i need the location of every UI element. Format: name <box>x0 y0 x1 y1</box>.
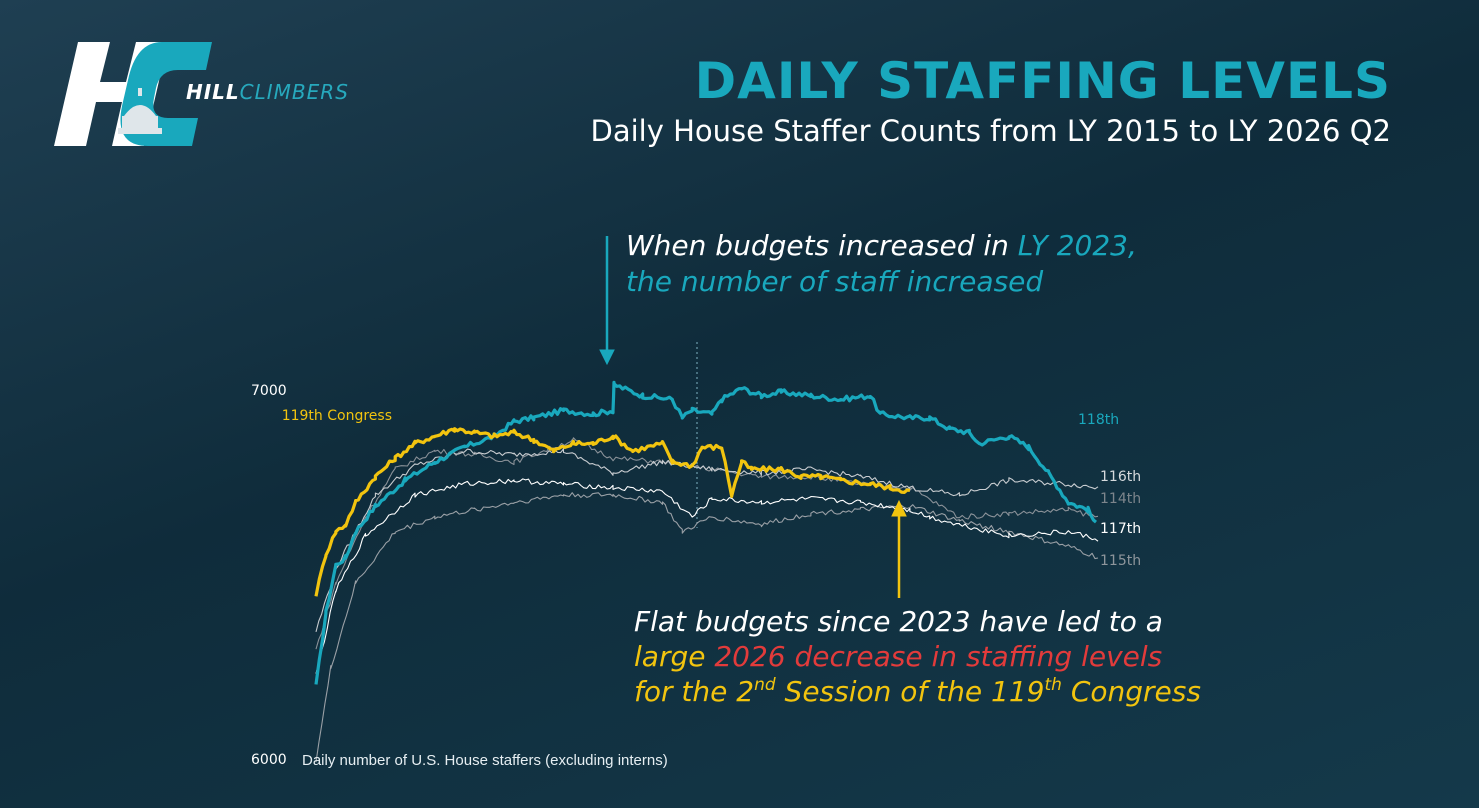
ann-bottom-text-1: Flat budgets since 2023 have led to a <box>634 605 1163 638</box>
series-label-118th: 118th <box>1078 412 1119 428</box>
ann-bottom-text-3c: Congress <box>1061 675 1201 708</box>
series-line-114th <box>315 437 1099 650</box>
y-tick-6000: 6000 <box>251 752 287 768</box>
logo-wordmark: HILLCLIMBERS <box>186 80 349 104</box>
series-label-119th-congress: 119th Congress <box>282 408 392 424</box>
bottom-arrow <box>891 499 907 598</box>
chart-subtitle: Daily House Staffer Counts from LY 2015 … <box>590 114 1392 148</box>
series-line-119th-congress <box>314 427 911 597</box>
annotation-flat-budgets: Flat budgets since 2023 have led to a la… <box>634 604 1201 709</box>
top-arrow <box>599 236 615 366</box>
ann-bottom-sup-1: nd <box>754 675 776 695</box>
series-line-118th <box>314 380 1098 685</box>
logo-word-hill: HILL <box>186 80 240 104</box>
series-line-117th <box>315 478 1099 674</box>
ann-bottom-text-3b: Session of the 119 <box>775 675 1045 708</box>
chart-title: DAILY STAFFING LEVELS <box>694 52 1391 110</box>
ann-bottom-sup-2: th <box>1044 675 1062 695</box>
ann-top-text-2: the number of staff increased <box>626 265 1044 298</box>
y-axis-label: Daily number of U.S. House staffers (exc… <box>302 752 668 769</box>
ann-bottom-text-2b: 2026 decrease in staffing levels <box>714 640 1163 673</box>
ann-top-text-1a: When budgets increased in <box>626 229 1018 262</box>
series-line-115th <box>315 492 1099 763</box>
ann-bottom-text-3a: for the 2 <box>634 675 755 708</box>
ann-bottom-text-2a: large <box>634 640 715 673</box>
y-tick-7000: 7000 <box>251 383 287 399</box>
series-label-117th: 117th <box>1100 521 1141 537</box>
hillclimbers-logo <box>54 42 212 146</box>
logo-word-climbers: CLIMBERS <box>239 80 349 104</box>
annotation-budget-increase: When budgets increased in LY 2023, the n… <box>626 228 1137 300</box>
series-label-114th: 114th <box>1100 491 1141 507</box>
series-label-116th: 116th <box>1100 469 1141 485</box>
ann-top-text-1b: LY 2023, <box>1017 229 1137 262</box>
series-label-115th: 115th <box>1100 553 1141 569</box>
